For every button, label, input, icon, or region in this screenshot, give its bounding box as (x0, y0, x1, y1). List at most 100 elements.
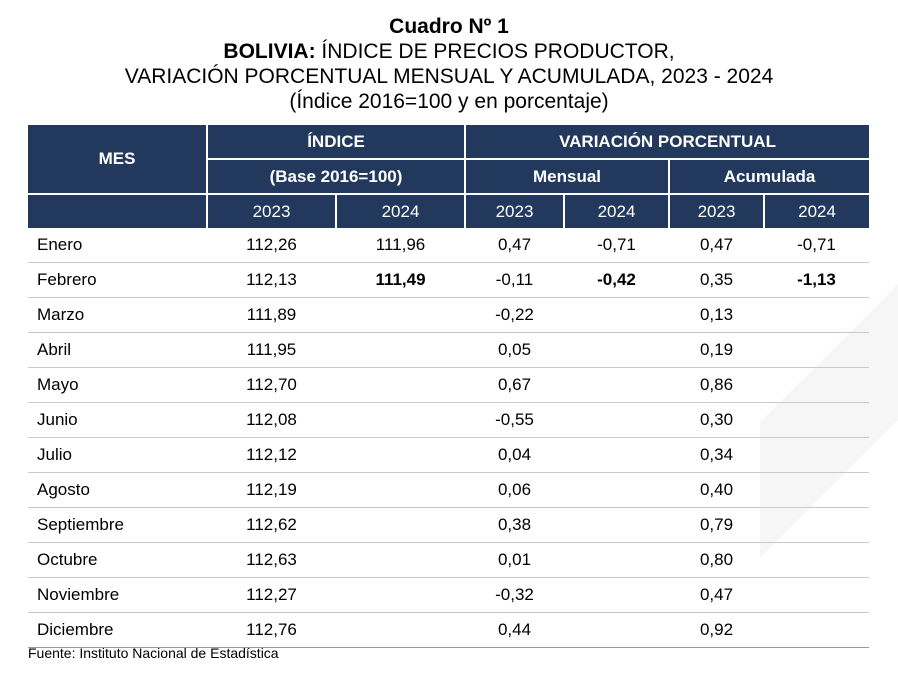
cell-acumulada-2023: 0,79 (669, 507, 764, 543)
cell-mensual-2024 (564, 472, 669, 508)
units-note: (Índice 2016=100 y en porcentaje) (289, 90, 609, 113)
cell-mes: Julio (28, 437, 207, 473)
cell-acumulada-2023: 0,86 (669, 367, 764, 403)
cell-acumulada-2024 (764, 577, 870, 613)
cell-mensual-2023: -0,22 (465, 297, 564, 333)
cell-mensual-2024: -0,71 (564, 228, 669, 263)
cell-acumulada-2024 (764, 507, 870, 543)
cell-indice-2024 (336, 472, 465, 508)
table-number-title: Cuadro Nº 1 (389, 15, 509, 38)
cell-mensual-2024 (564, 402, 669, 438)
cell-mensual-2023: 0,06 (465, 472, 564, 508)
cell-indice-2024 (336, 612, 465, 648)
cell-mensual-2024 (564, 542, 669, 578)
price-index-table: MES ÍNDICE VARIACIÓN PORCENTUAL (Base 20… (28, 125, 870, 648)
table-body: Enero 112,26 111,96 0,47 -0,71 0,47 -0,7… (28, 228, 870, 648)
cell-mensual-2024 (564, 577, 669, 613)
cell-acumulada-2024 (764, 437, 870, 473)
cell-mes: Septiembre (28, 507, 207, 543)
cell-mes: Junio (28, 402, 207, 438)
header-year: 2023 (207, 194, 337, 228)
main-title: BOLIVIA: ÍNDICE DE PRECIOS PRODUCTOR, (0, 39, 898, 64)
table-row: Diciembre 112,76 0,44 0,92 (28, 612, 870, 648)
header-acumulada: Acumulada (669, 159, 870, 195)
cell-acumulada-2023: 0,34 (669, 437, 764, 473)
cell-mes: Agosto (28, 472, 207, 508)
cell-mes: Diciembre (28, 612, 207, 648)
cell-acumulada-2023: 0,47 (669, 228, 764, 263)
subtitle: VARIACIÓN PORCENTUAL MENSUAL Y ACUMULADA… (124, 65, 774, 88)
cell-mensual-2024 (564, 297, 669, 333)
cell-mensual-2023: 0,47 (465, 228, 564, 263)
cell-acumulada-2023: 0,13 (669, 297, 764, 333)
cell-acumulada-2023: 0,92 (669, 612, 764, 648)
cell-mensual-2024 (564, 437, 669, 473)
cell-indice-2023: 112,63 (207, 542, 336, 578)
cell-indice-2023: 112,13 (207, 262, 336, 298)
cell-mensual-2024 (564, 612, 669, 648)
cell-acumulada-2023: 0,19 (669, 332, 764, 368)
cell-mes: Marzo (28, 297, 207, 333)
cell-acumulada-2024: -0,71 (764, 228, 870, 263)
cell-indice-2024 (336, 577, 465, 613)
main-title-rest: ÍNDICE DE PRECIOS PRODUCTOR, (315, 40, 675, 63)
cell-mensual-2023: 0,04 (465, 437, 564, 473)
cell-acumulada-2024 (764, 297, 870, 333)
cell-acumulada-2024 (764, 402, 870, 438)
cell-acumulada-2024 (764, 367, 870, 403)
cell-acumulada-2023: 0,47 (669, 577, 764, 613)
cell-mes: Mayo (28, 367, 207, 403)
cell-mensual-2023: 0,01 (465, 542, 564, 578)
cell-indice-2024 (336, 297, 465, 333)
cell-indice-2024 (336, 332, 465, 368)
header-year: 2023 (465, 194, 565, 228)
table-row: Febrero 112,13 111,49 -0,11 -0,42 0,35 -… (28, 262, 870, 298)
cell-mensual-2023: 0,67 (465, 367, 564, 403)
header-mes-blank (28, 194, 208, 228)
cell-mensual-2023: 0,44 (465, 612, 564, 648)
cell-acumulada-2023: 0,30 (669, 402, 764, 438)
cell-mensual-2023: -0,55 (465, 402, 564, 438)
cell-acumulada-2023: 0,35 (669, 262, 764, 298)
table-row: Abril 111,95 0,05 0,19 (28, 332, 870, 368)
cell-acumulada-2024 (764, 332, 870, 368)
cell-acumulada-2024 (764, 542, 870, 578)
cell-indice-2024: 111,96 (336, 228, 465, 263)
table-row: Marzo 111,89 -0,22 0,13 (28, 297, 870, 333)
cell-indice-2024 (336, 437, 465, 473)
cell-acumulada-2023: 0,80 (669, 542, 764, 578)
cell-indice-2024 (336, 542, 465, 578)
cell-mes: Octubre (28, 542, 207, 578)
cell-mensual-2024: -0,42 (564, 262, 669, 298)
cell-indice-2024 (336, 507, 465, 543)
cell-mensual-2024 (564, 332, 669, 368)
cell-indice-2023: 112,76 (207, 612, 336, 648)
cell-mensual-2023: 0,05 (465, 332, 564, 368)
header-year: 2024 (564, 194, 670, 228)
cell-mensual-2023: -0,11 (465, 262, 564, 298)
table-row: Octubre 112,63 0,01 0,80 (28, 542, 870, 578)
cell-indice-2024: 111,49 (336, 262, 465, 298)
header-year: 2024 (764, 194, 870, 228)
main-title-country: BOLIVIA: (223, 40, 316, 63)
header-mensual: Mensual (465, 159, 670, 195)
table-row: Agosto 112,19 0,06 0,40 (28, 472, 870, 508)
table-row: Septiembre 112,62 0,38 0,79 (28, 507, 870, 543)
cell-mensual-2024 (564, 507, 669, 543)
cell-mensual-2023: -0,32 (465, 577, 564, 613)
cell-indice-2023: 112,62 (207, 507, 336, 543)
cell-mensual-2023: 0,38 (465, 507, 564, 543)
cell-mes: Enero (28, 228, 207, 263)
cell-indice-2023: 111,95 (207, 332, 336, 368)
document-title: Cuadro Nº 1 BOLIVIA: ÍNDICE DE PRECIOS P… (0, 14, 898, 114)
cell-indice-2023: 112,12 (207, 437, 336, 473)
header-year: 2023 (669, 194, 765, 228)
header-mes: MES (28, 125, 208, 195)
cell-mes: Noviembre (28, 577, 207, 613)
cell-indice-2023: 112,26 (207, 228, 336, 263)
cell-indice-2023: 112,27 (207, 577, 336, 613)
cell-acumulada-2023: 0,40 (669, 472, 764, 508)
cell-mes: Febrero (28, 262, 207, 298)
cell-indice-2024 (336, 402, 465, 438)
table-row: Enero 112,26 111,96 0,47 -0,71 0,47 -0,7… (28, 228, 870, 263)
